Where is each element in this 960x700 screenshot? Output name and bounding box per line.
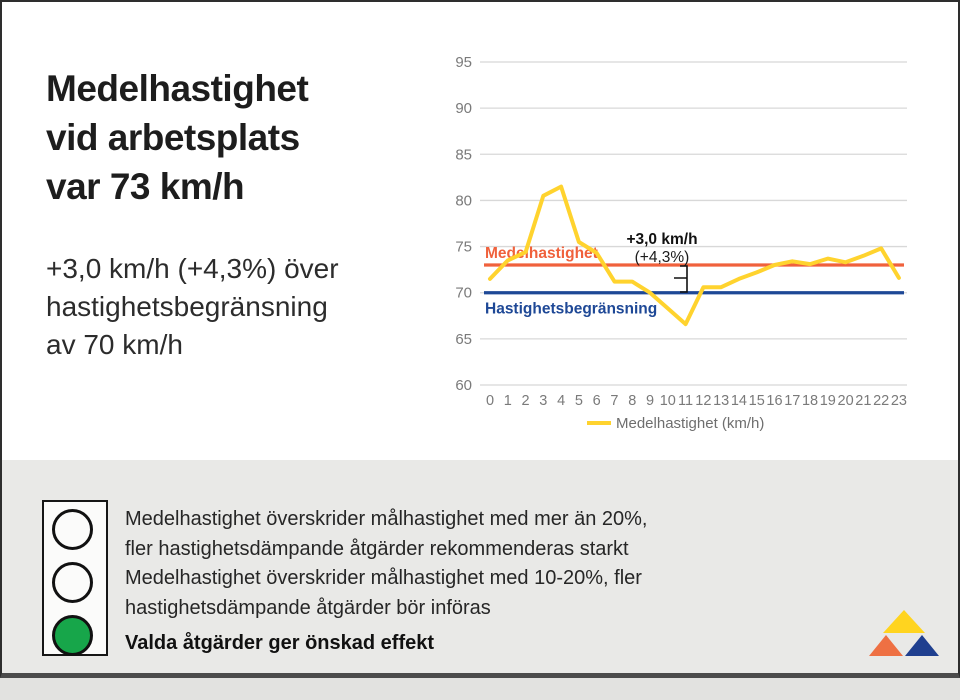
x-tick-label: 22 [873,393,889,409]
report-card: Medelhastighet vid arbetsplats var 73 km/h… [0,0,960,678]
x-tick-label: 20 [838,393,854,409]
speed-chart: 95 90 85 80 75 70 65 60 0 1 2 3 4 5 6 7 8 9 10 11 12 13 14 15 16… [430,30,950,445]
x-tick-label: 0 [486,393,494,409]
criteria-text-yellow: Medelhastighet överskrider målhastighet … [125,564,642,623]
text-line: fler hastighetsdämpande åtgärder rekomme… [125,537,629,560]
company-logo [869,610,939,656]
y-tick-label: 95 [455,54,472,71]
text-line: av 70 km/h [46,329,183,360]
x-tick-label: 5 [575,393,583,409]
x-tick-label: 3 [539,393,547,409]
reference-line-label: Hastighetsbegränsning [485,301,657,318]
x-tick-label: 13 [713,393,729,409]
text-line: var 73 km/h [46,166,245,207]
text-line: hastighetsbegränsning [46,291,328,322]
diff-bracket-icon [674,265,688,293]
page-title: Medelhastighet vid arbetsplats var 73 km/h [46,64,309,211]
x-tick-label: 7 [610,393,618,409]
text-line: Valda åtgärder ger önskad effekt [125,632,435,654]
diff-annotation-line1: +3,0 km/h [626,231,697,248]
y-tick-label: 70 [455,285,472,302]
traffic-light-indicator [42,500,108,656]
x-tick-label: 21 [855,393,871,409]
text-line: +3,0 km/h (+4,3%) över [46,253,339,284]
x-tick-label: 19 [820,393,836,409]
x-tick-label: 18 [802,393,818,409]
traffic-circle-green [52,615,93,656]
criteria-text-red: Medelhastighet överskrider målhastighet … [125,505,647,564]
x-tick-label: 9 [646,393,654,409]
page-subtitle: +3,0 km/h (+4,3%) över hastighetsbegränsn… [46,250,339,364]
text-line: hastighetsdämpande åtgärder bör införas [125,596,491,619]
x-tick-label: 1 [504,393,512,409]
criteria-text-green: Valda åtgärder ger önskad effekt [125,629,434,659]
x-tick-label: 12 [695,393,711,409]
logo-triangle-right-icon [905,635,939,656]
diff-annotation-line2: (+4,3%) [635,249,690,266]
legend-label: Medelhastighet (km/h) [616,415,764,432]
text-line: Medelhastighet överskrider målhastighet … [125,508,648,530]
x-tick-label: 10 [660,393,676,409]
x-tick-label: 2 [522,393,530,409]
x-tick-label: 6 [593,393,601,409]
x-tick-label: 16 [766,393,782,409]
average-speed-line [488,184,901,327]
text-line: Medelhastighet överskrider målhastighet … [125,567,642,589]
y-tick-label: 65 [455,331,472,348]
y-tick-label: 90 [455,100,472,117]
x-tick-label: 8 [628,393,636,409]
text-line: Medelhastighet [46,68,309,109]
y-tick-label: 80 [455,192,472,209]
y-tick-label: 60 [455,377,472,394]
y-tick-label: 85 [455,146,472,163]
x-tick-label: 14 [731,393,747,409]
y-tick-label: 75 [455,239,472,256]
criteria-panel: Medelhastighet överskrider målhastighet … [2,460,958,673]
x-tick-label: 4 [557,393,565,409]
x-tick-label: 11 [678,393,693,409]
traffic-circle-red [52,509,93,550]
logo-triangle-left-icon [869,635,903,656]
reference-line-label: Medelhastighet [485,245,598,262]
text-line: vid arbetsplats [46,117,300,158]
x-tick-label: 15 [749,393,765,409]
logo-triangle-top-icon [883,610,925,633]
traffic-circle-yellow [52,562,93,603]
x-tick-label: 17 [784,393,800,409]
x-tick-label: 23 [891,393,907,409]
